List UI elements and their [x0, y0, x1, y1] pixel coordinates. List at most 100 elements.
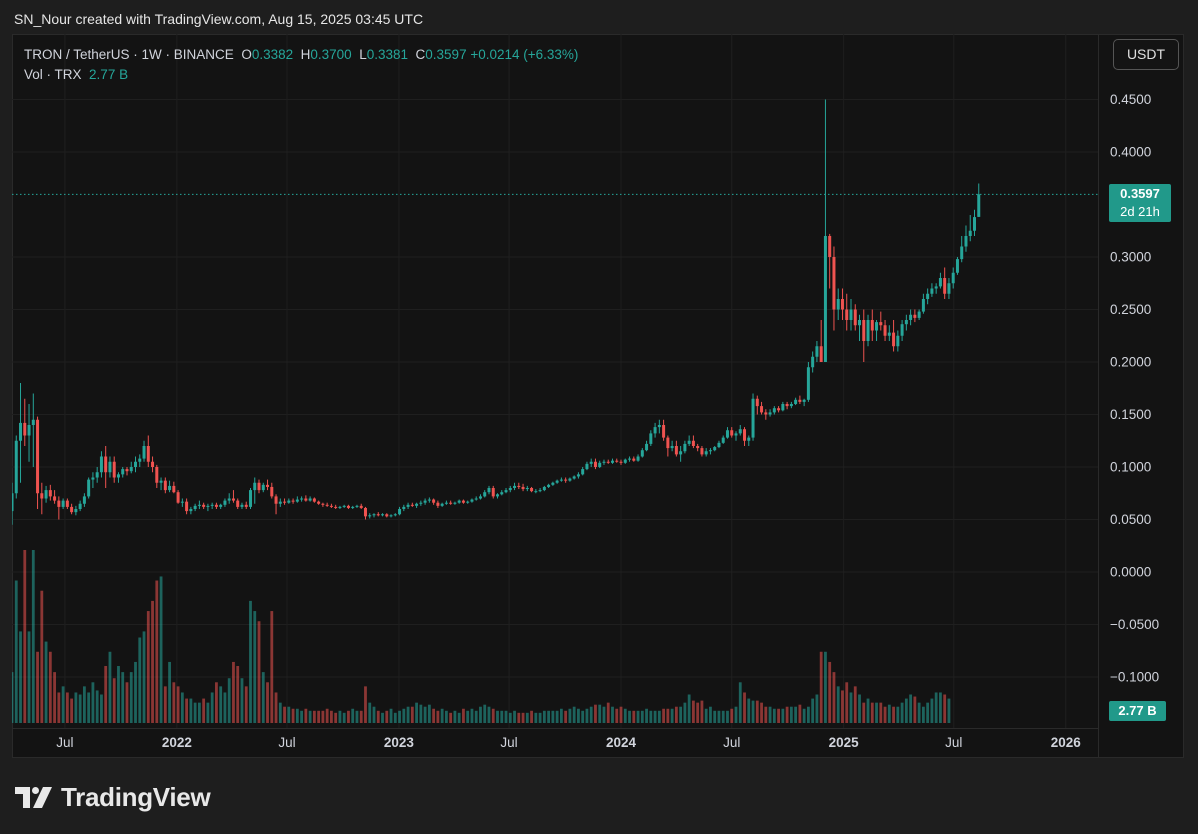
candle: [858, 314, 862, 341]
candle: [610, 458, 614, 464]
volume-bar: [939, 692, 942, 723]
volume-bar: [530, 710, 533, 723]
y-tick-label: 0.1500: [1110, 407, 1151, 422]
candle-body: [900, 324, 904, 336]
volume-bar: [427, 704, 431, 723]
candle-body: [704, 451, 708, 455]
candle-body: [849, 309, 853, 320]
candle-body: [355, 505, 359, 507]
candle-body: [163, 480, 167, 491]
candle: [806, 362, 810, 402]
candle: [798, 395, 802, 404]
candle-body: [760, 406, 764, 413]
volume-bar: [555, 710, 559, 723]
candle-body: [538, 490, 542, 492]
candle: [61, 498, 65, 509]
candle-body: [606, 461, 610, 463]
candle-body: [398, 509, 402, 515]
candle-body: [185, 501, 189, 512]
volume-bar: [398, 710, 401, 723]
volume-bar: [330, 710, 333, 723]
candle-body: [555, 480, 559, 483]
candle-body: [197, 504, 201, 506]
candle: [334, 504, 338, 509]
candle: [338, 505, 342, 509]
volume-bar: [640, 710, 644, 723]
volume-bar: [347, 710, 350, 723]
candle: [389, 514, 393, 518]
volume-bar: [83, 686, 86, 723]
volume-bars: [12, 550, 951, 723]
currency-button[interactable]: USDT: [1113, 39, 1179, 70]
candle: [393, 513, 397, 517]
volume-bar: [717, 710, 721, 723]
volume-bar: [594, 704, 597, 723]
volume-bar: [470, 708, 474, 723]
candle-body: [381, 514, 385, 516]
candle: [704, 448, 708, 457]
volume-bar: [31, 550, 35, 723]
candle: [478, 494, 482, 500]
candle: [819, 320, 823, 362]
candle-body: [329, 505, 333, 507]
volume-bar: [849, 692, 853, 723]
volume-bar: [176, 686, 180, 723]
volume-bar: [713, 710, 717, 723]
volume-bar: [572, 706, 576, 723]
candle-body: [440, 503, 444, 506]
candle: [564, 477, 568, 483]
volume-bar: [858, 694, 861, 723]
candle: [266, 479, 270, 491]
candle: [12, 482, 14, 525]
volume-bar: [657, 710, 661, 723]
candle-body: [219, 504, 223, 507]
candle: [274, 494, 278, 515]
candle: [436, 500, 440, 508]
volume-bar: [875, 702, 878, 723]
bar-countdown: 2d 21h: [1120, 204, 1160, 219]
candle-body: [159, 480, 163, 483]
candle-body: [640, 450, 644, 457]
price-chart[interactable]: 0.4500 0.4000 0.3000 0.2500 0.2000 0.1500 0.10…: [12, 34, 1184, 758]
y-tick-label: −0.0500: [1110, 617, 1159, 632]
candle-body: [670, 446, 674, 449]
candle-body: [564, 479, 568, 481]
volume-label[interactable]: Vol · TRX: [24, 67, 82, 82]
candle-body: [287, 500, 291, 503]
symbol-label[interactable]: TRON / TetherUS · 1W · BINANCE: [24, 47, 234, 62]
candle-body: [248, 490, 252, 507]
candle: [823, 99, 827, 362]
volume-legend-line: Vol · TRX 2.77 B: [24, 65, 578, 85]
candle-body: [806, 367, 810, 400]
candle: [491, 485, 495, 499]
candle: [202, 502, 206, 509]
candle: [904, 314, 908, 331]
candle: [219, 503, 223, 509]
volume-bar: [308, 710, 312, 723]
volume-bar: [947, 698, 951, 723]
candle-body: [513, 485, 517, 488]
candle: [713, 446, 717, 452]
candle-body: [300, 498, 304, 500]
high-label: H: [300, 47, 311, 62]
tradingview-logo[interactable]: TradingView: [15, 782, 211, 813]
candle-body: [295, 499, 299, 502]
volume-bar: [40, 590, 44, 723]
candle: [721, 435, 725, 444]
volume-bar: [257, 621, 261, 723]
candle-body: [325, 504, 329, 506]
chart-panel[interactable]: [12, 34, 1184, 758]
candle: [104, 446, 108, 488]
volume-bar: [287, 706, 291, 723]
candle-body: [768, 412, 772, 415]
change-value: +0.0214 (+6.33%): [470, 47, 579, 62]
candle-body: [551, 482, 555, 485]
candle-body: [432, 499, 436, 503]
candle: [789, 401, 793, 409]
volume-bar: [934, 692, 938, 723]
volume-bar: [525, 712, 529, 723]
candle: [649, 430, 653, 446]
candle-body: [623, 459, 627, 463]
candle-body: [738, 429, 742, 434]
candle: [955, 257, 959, 275]
